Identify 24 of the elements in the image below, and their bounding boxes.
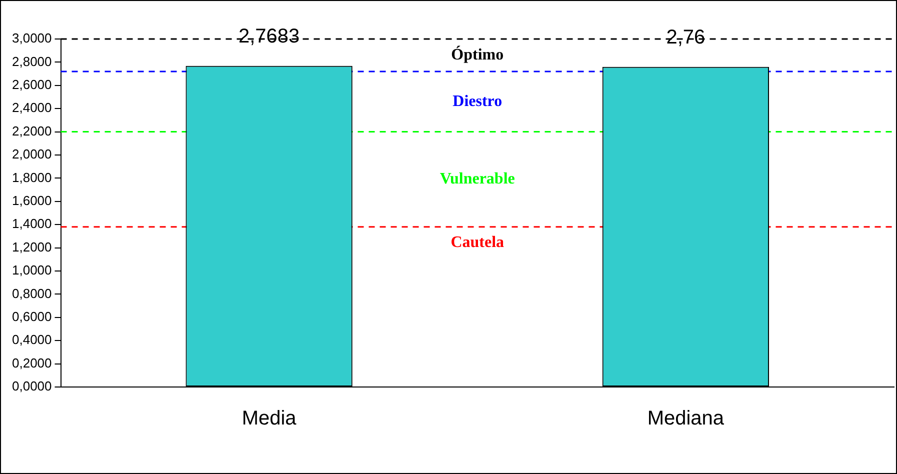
y-tick-label: 0,4000 xyxy=(12,332,52,348)
y-tick-label: 2,4000 xyxy=(12,100,52,116)
y-tick-label: 2,0000 xyxy=(12,146,52,162)
y-tick-label: 1,6000 xyxy=(12,192,52,208)
y-tick-label: 3,0000 xyxy=(12,30,52,46)
y-tick-label: 1,8000 xyxy=(12,170,52,185)
data-label: 2,7683 xyxy=(238,25,300,48)
ref-line-label: Vulnerable xyxy=(440,170,515,188)
y-tick-label: 2,6000 xyxy=(12,76,52,92)
y-tick-label: 0,2000 xyxy=(12,355,52,370)
y-tick-label: 1,2000 xyxy=(12,239,52,254)
data-label: 2,76 xyxy=(666,26,706,48)
y-tick-label: 2,8000 xyxy=(12,54,52,69)
y-tick-label: 2,2000 xyxy=(12,123,52,138)
x-tick-label: Mediana xyxy=(647,408,725,430)
ref-line-label: Diestro xyxy=(452,92,502,110)
y-tick-label: 0,6000 xyxy=(12,308,52,324)
ref-line-label: Cautela xyxy=(450,234,504,252)
y-tick-label: 0,8000 xyxy=(12,286,52,301)
y-tick-label: 0,0000 xyxy=(12,378,52,394)
ref-line-label: Óptimo xyxy=(451,45,504,64)
x-tick-label: Media xyxy=(242,408,298,430)
y-tick-label: 1,0000 xyxy=(12,262,52,278)
y-tick-label: 1,4000 xyxy=(12,216,52,232)
